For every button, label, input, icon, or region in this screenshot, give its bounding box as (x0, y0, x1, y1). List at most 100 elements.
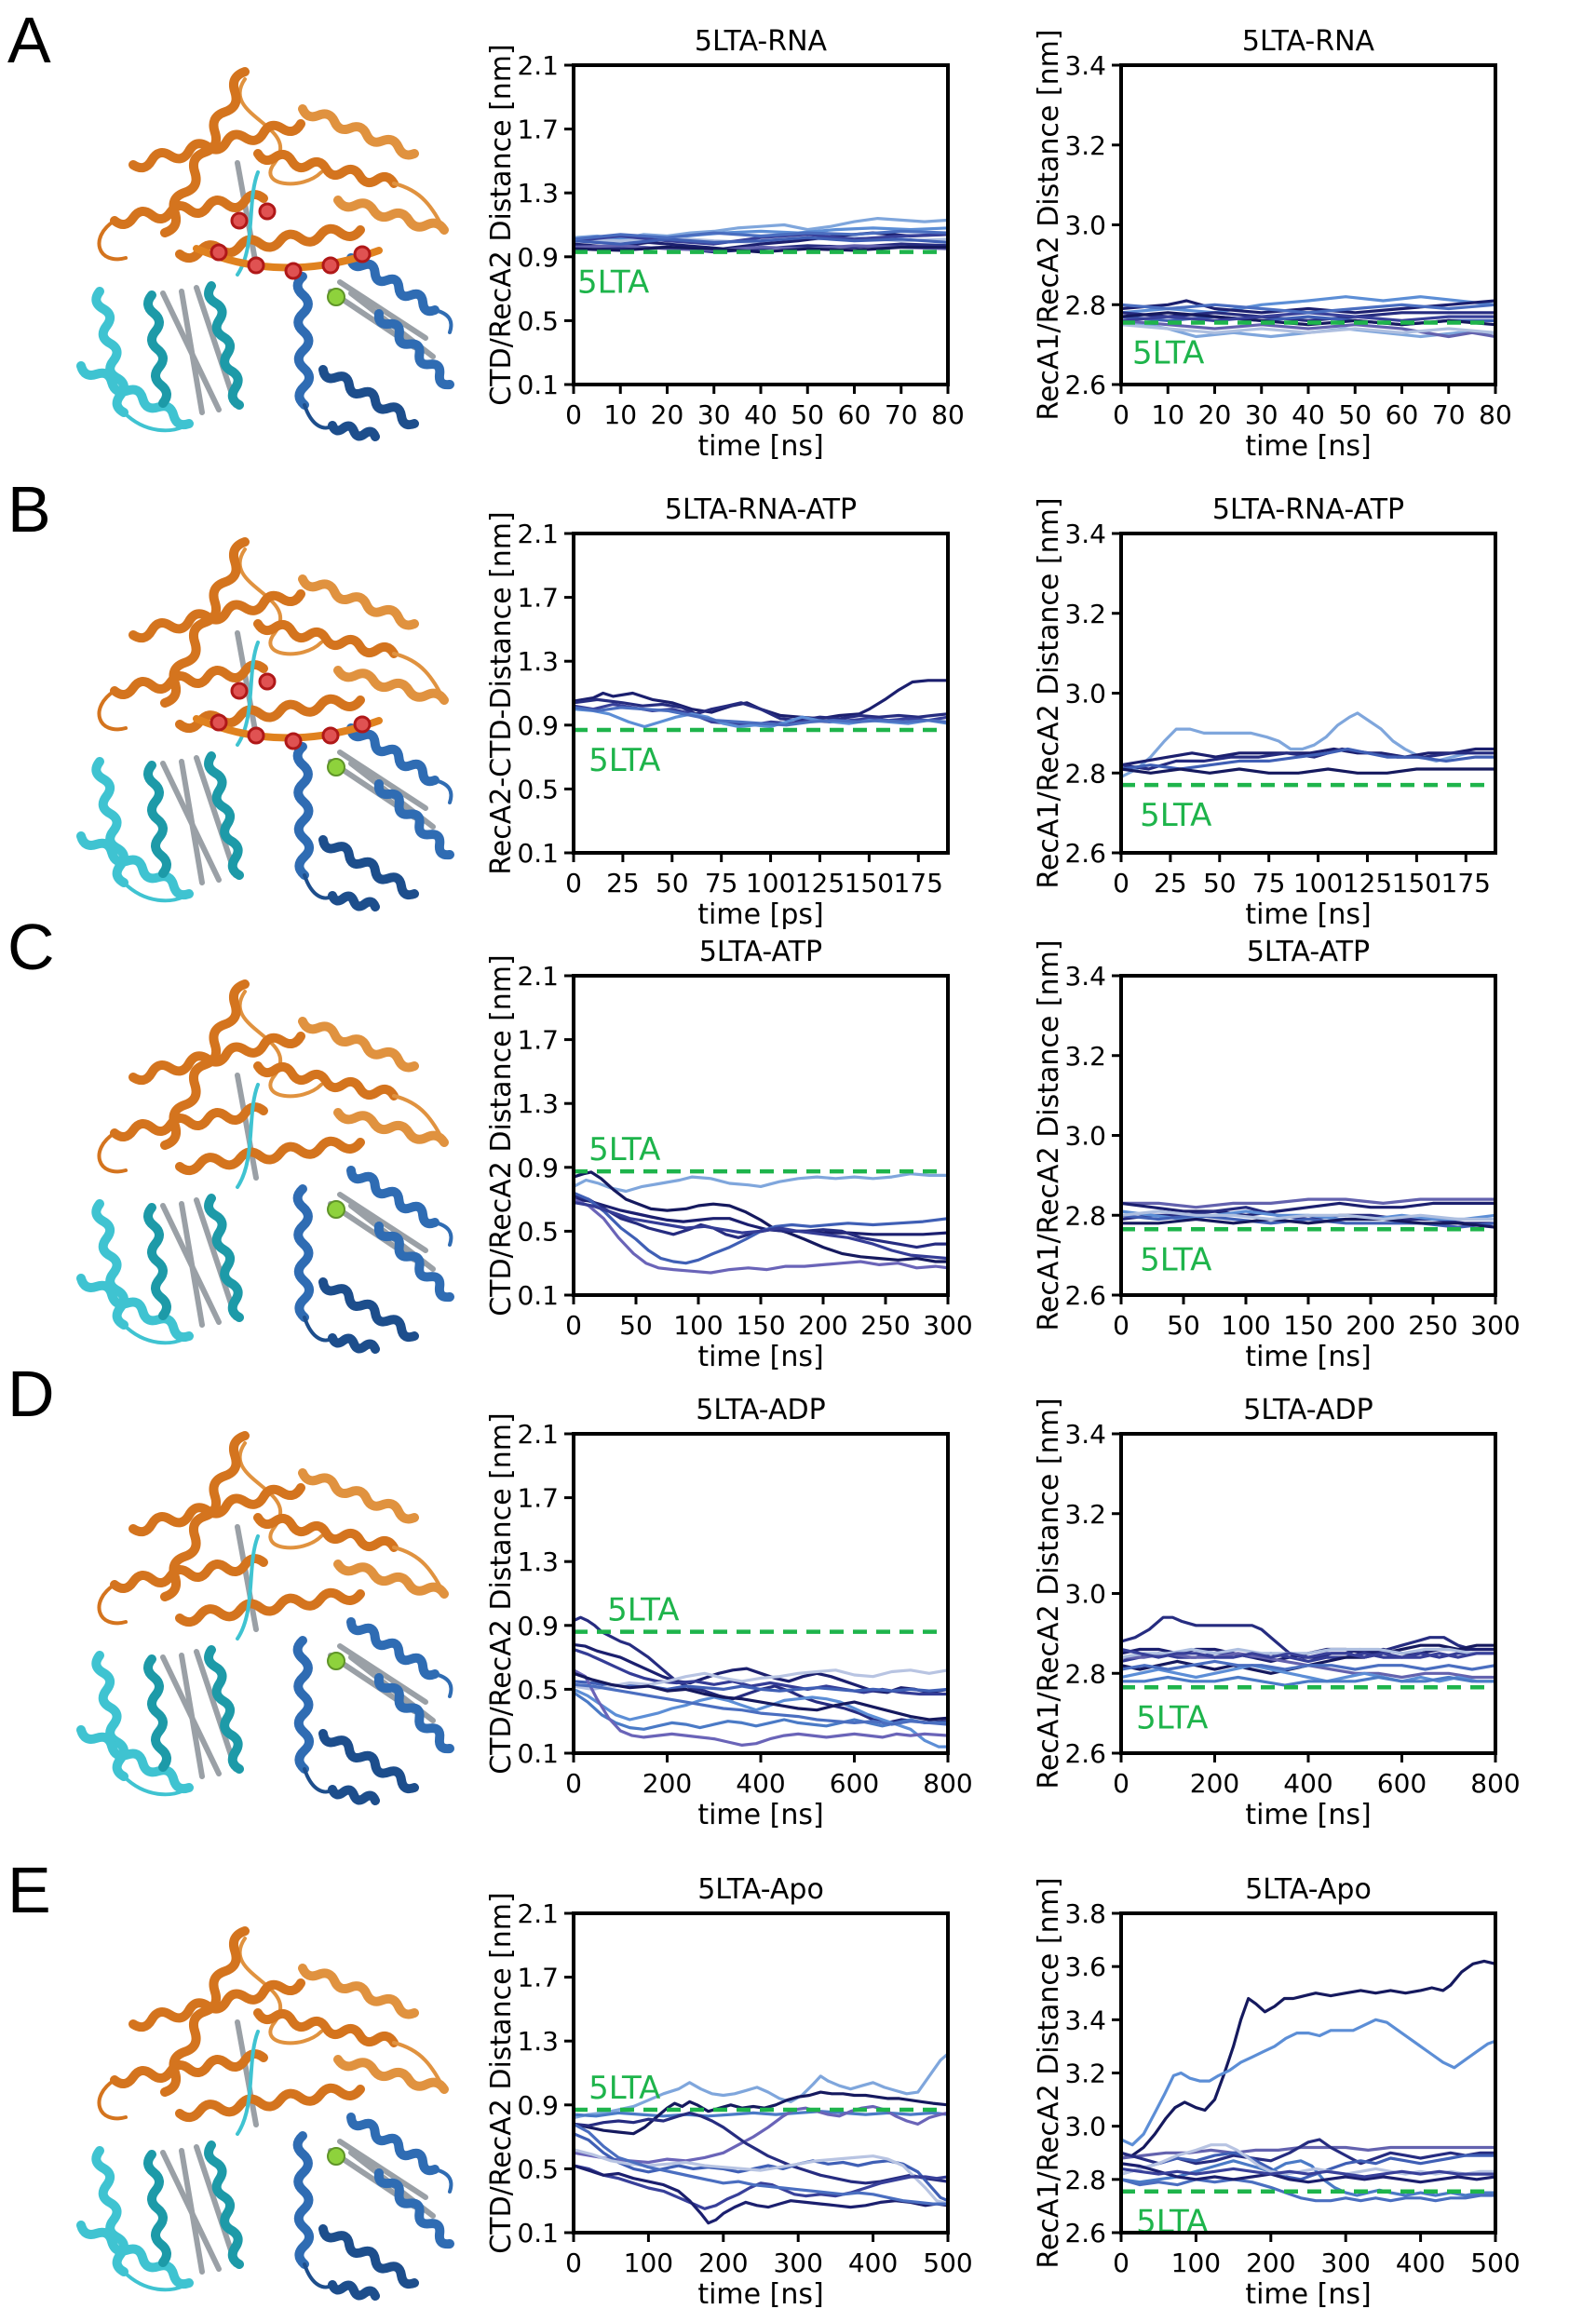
x-tick-label: 60 (838, 399, 872, 430)
y-tick-label: 2.8 (1064, 1658, 1106, 1689)
x-axis-label: time [ns] (697, 1341, 823, 1371)
panel-letter-A: A (7, 4, 51, 76)
y-tick-label: 2.1 (517, 1898, 559, 1929)
y-tick-label: 0.5 (517, 1216, 559, 1247)
y-tick-label: 3.6 (1064, 1951, 1106, 1982)
x-axis-label: time [ns] (697, 430, 823, 461)
helix-ribbon (110, 1554, 268, 1593)
x-tick-label: 80 (931, 399, 965, 430)
y-tick-label: 2.6 (1064, 1280, 1106, 1311)
y-axis-label: CTD/RecA2 Distance [nm] (485, 954, 518, 1316)
helix-ribbon (110, 1102, 268, 1141)
chart-D-middle: 5LTA 0 200 400 600 800 time [ns] 2.1 1.7 1.3 0.9 0.… (484, 1387, 1043, 1833)
loop-ribbon (433, 1221, 453, 1247)
y-axis-label: RecA1/RecA2 Distance [nm] (1033, 939, 1065, 1330)
y-tick-label: 1.3 (517, 1088, 559, 1119)
y-tick-label: 0.5 (517, 305, 559, 336)
chart-C-right: 5LTA 0 50 100 150 200 250 300 time [ns] 3.4 3.2 3.0… (1032, 929, 1590, 1375)
chart-title: 5LTA-RNA (1242, 25, 1375, 58)
chart-A-middle: 5LTA 0 10 20 30 40 50 60 70 80 time [ns] 2.1 1.7 1.3 0… (484, 19, 1043, 465)
x-tick-label: 0 (1113, 868, 1129, 898)
y-tick-label: 3.4 (1064, 2005, 1106, 2035)
x-tick-label: 300 (1320, 2248, 1370, 2278)
y-tick-label: 0.1 (517, 838, 559, 869)
loop-ribbon (97, 1131, 128, 1174)
helix-ribbon (175, 1136, 365, 1176)
helix-ribbon (76, 1725, 194, 1794)
data-series (574, 1682, 948, 1726)
helix-ribbon (318, 365, 419, 430)
x-tick-label: 400 (1283, 1768, 1332, 1799)
data-series (574, 2104, 948, 2165)
protein-cartoon (76, 1926, 454, 2301)
x-axis-label: time [ns] (697, 1799, 823, 1830)
data-series (574, 2052, 948, 2120)
y-tick-label: 1.3 (517, 1546, 559, 1577)
y-axis-label: RecA1/RecA2 Distance [nm] (1033, 1877, 1065, 2268)
loop-ribbon (433, 1672, 453, 1698)
x-tick-label: 40 (744, 399, 778, 430)
data-series (574, 1668, 948, 1747)
helix-ribbon (143, 1654, 171, 1772)
x-axis: 0 100 200 300 400 500 time [ns] (565, 2233, 973, 2309)
nucleotide (353, 715, 372, 734)
helix-ribbon (253, 1513, 399, 1552)
x-tick-label: 600 (1377, 1768, 1427, 1799)
loop-ribbon (122, 881, 191, 903)
plot-spines (572, 63, 950, 386)
helix-ribbon (298, 574, 419, 630)
loop-ribbon (236, 2030, 260, 2136)
y-axis-label: CTD/RecA2 Distance [nm] (485, 1412, 518, 1774)
loop-ribbon (303, 2262, 334, 2289)
helix-ribbon (328, 891, 380, 911)
y-tick-label: 2.1 (517, 961, 559, 992)
x-axis-label: time [ns] (1245, 1341, 1371, 1371)
helix-ribbon (333, 1108, 449, 1147)
domain-reca1-cyan (76, 1083, 260, 1345)
loop-ribbon (392, 1546, 446, 1596)
y-tick-label: 3.0 (1064, 679, 1106, 709)
y-axis-label: RecA2-CTD-Distance [nm] (485, 511, 518, 874)
helix-ribbon (373, 779, 454, 860)
data-series-group (1121, 295, 1495, 339)
helix-ribbon (292, 272, 315, 410)
data-series (574, 679, 948, 721)
helix-ribbon (328, 1333, 380, 1354)
line-chart-svg: 5LTA 0 100 200 300 400 500 time [ns] 2.1 1.7 1.3 0.… (485, 1873, 973, 2309)
line-chart-svg: 5LTA 0 50 100 150 200 250 300 time [ns] 3.4 3.2 3.0… (1033, 936, 1521, 1373)
x-tick-label: 70 (1432, 399, 1466, 430)
y-tick-label: 0.9 (517, 1153, 559, 1183)
y-tick-label: 2.6 (1064, 838, 1106, 869)
ion-sphere (327, 1200, 345, 1219)
x-tick-label: 0 (565, 1310, 582, 1341)
y-tick-label: 3.2 (1064, 2059, 1106, 2089)
data-series (574, 1172, 948, 1194)
beta-strand (179, 1653, 205, 1779)
y-tick-label: 2.8 (1064, 290, 1106, 320)
helix-ribbon (346, 253, 440, 317)
helix-ribbon (253, 149, 399, 188)
nucleotide (247, 256, 265, 275)
y-tick-label: 0.1 (517, 1280, 559, 1311)
chart-title: 5LTA-RNA (695, 25, 828, 58)
x-tick-label: 0 (565, 1768, 582, 1799)
x-tick-label: 175 (894, 868, 943, 898)
y-tick-label: 1.7 (517, 115, 559, 145)
data-series (574, 1691, 948, 1731)
y-tick-label: 1.3 (517, 178, 559, 209)
x-tick-label: 150 (845, 868, 894, 898)
chart-E-right: 5LTA 0 100 200 300 400 500 time [ns] 3.8 3.6 3.4 3.… (1032, 1867, 1590, 2309)
y-tick-label: 0.5 (517, 1674, 559, 1705)
data-series (574, 1671, 948, 1722)
nucleotide (230, 682, 249, 700)
x-tick-label: 200 (798, 1310, 847, 1341)
domain-ctd-orange (97, 537, 449, 734)
data-series (1121, 1675, 1495, 1687)
x-tick-label: 0 (565, 2248, 582, 2278)
